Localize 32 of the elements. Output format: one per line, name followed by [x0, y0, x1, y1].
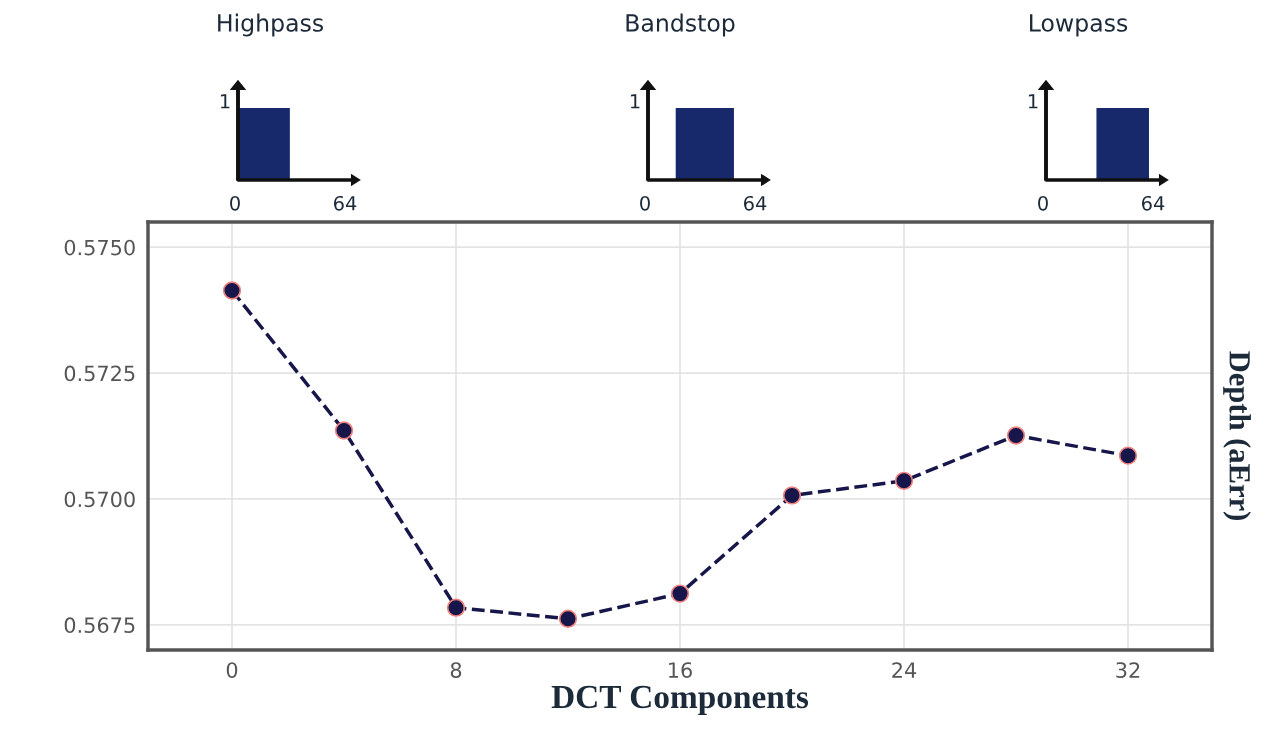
- point: [558, 609, 578, 628]
- text: 1: [630, 94, 640, 109]
- x-tick-label: 24: [892, 662, 917, 678]
- text: 1: [220, 94, 230, 109]
- text: 0: [640, 195, 650, 211]
- y-tick-label: 0.5750: [64, 239, 135, 256]
- text: 0: [1038, 195, 1048, 211]
- point: [446, 598, 466, 617]
- point: [222, 281, 242, 300]
- point: [782, 486, 802, 505]
- text: Lowpass: [1030, 14, 1128, 37]
- y-axis-title: Depth (aErr): [1223, 351, 1251, 520]
- x-tick-label: 0: [226, 662, 238, 678]
- y-tick-label: 0.5700: [64, 491, 135, 508]
- text: 64: [333, 195, 357, 211]
- text: 1: [1028, 94, 1038, 109]
- text: Bandstop: [626, 13, 735, 37]
- x-tick-label: 16: [669, 662, 692, 678]
- point: [1006, 426, 1026, 445]
- x-axis-title: DCT Components: [551, 685, 809, 715]
- text: 0: [230, 195, 240, 211]
- y-tick-label: 0.5675: [64, 617, 135, 634]
- text: 64: [743, 195, 767, 211]
- x-tick-label: 8: [450, 662, 462, 678]
- point: [894, 471, 914, 490]
- point: [334, 421, 354, 440]
- text: 64: [1141, 195, 1165, 211]
- y-tick-label: 0.5725: [64, 365, 135, 382]
- text: Highpass: [218, 13, 324, 37]
- point: [670, 584, 690, 603]
- x-tick-label: 32: [1116, 662, 1140, 678]
- point: [1118, 446, 1138, 465]
